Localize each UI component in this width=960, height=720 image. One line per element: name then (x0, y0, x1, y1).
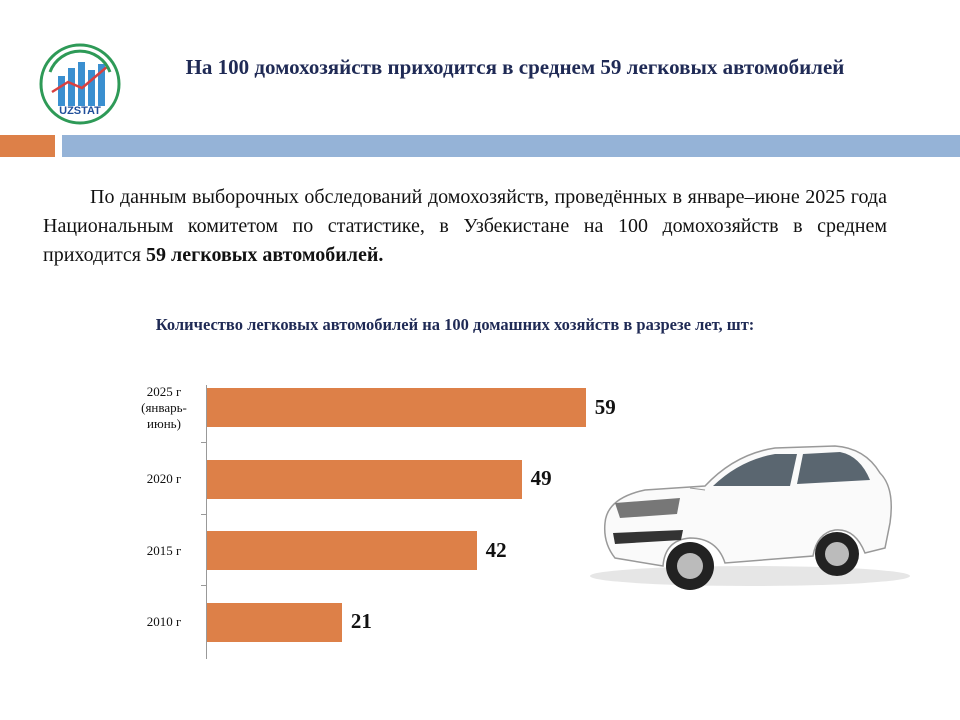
car-image (590, 445, 910, 590)
chart-title: Количество легковых автомобилей на 100 д… (155, 315, 755, 334)
value-label: 49 (530, 466, 552, 490)
axis-line (206, 385, 207, 659)
value-label: 59 (594, 394, 616, 419)
logo-text: UZSTAT (59, 105, 101, 117)
paragraph: По данным выборочных обследований домохо… (43, 183, 887, 270)
tick (201, 585, 206, 586)
category-label: 2020 г (146, 471, 182, 486)
bar (207, 531, 477, 570)
tick (201, 442, 206, 443)
value-label: 21 (350, 609, 372, 633)
paragraph-bold: 59 легковых автомобилей. (146, 244, 384, 266)
paragraph-text: По данным выборочных обследований домохо… (43, 186, 887, 266)
logo: UZSTAT (39, 43, 121, 125)
bar (207, 388, 586, 427)
accent-bar (0, 135, 55, 157)
value-label: 42 (485, 537, 507, 562)
category-label: 2025 г (январь-июнь) (141, 383, 187, 431)
tick (201, 514, 206, 515)
header-bar (62, 135, 960, 157)
bar (207, 459, 522, 499)
category-label: 2010 г (146, 614, 182, 629)
slide-title: На 100 домохозяйств приходится в среднем… (185, 55, 845, 79)
category-label: 2015 г (146, 542, 182, 558)
bar (207, 602, 342, 642)
